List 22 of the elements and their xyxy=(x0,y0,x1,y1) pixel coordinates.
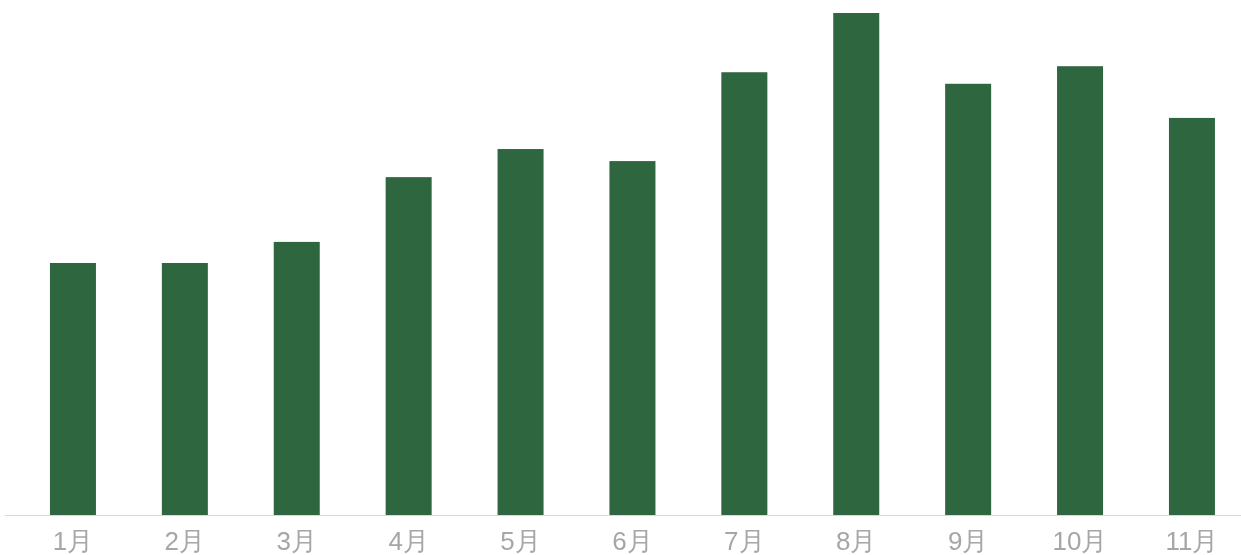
x-tick-label: 5月 xyxy=(500,526,541,555)
bar xyxy=(945,83,992,515)
bar xyxy=(833,13,880,515)
bar xyxy=(161,263,208,515)
x-tick-label: 9月 xyxy=(947,526,989,555)
x-tick-label: 4月 xyxy=(388,526,429,555)
bar xyxy=(609,161,656,515)
x-tick-label: 1月 xyxy=(52,526,94,555)
bar xyxy=(721,72,768,515)
bar xyxy=(1168,117,1215,515)
bar xyxy=(273,241,320,515)
bar xyxy=(1057,66,1104,515)
bar xyxy=(385,177,432,515)
bar xyxy=(497,149,544,515)
x-tick-label: 8月 xyxy=(836,526,877,555)
bar xyxy=(49,263,96,515)
x-tick-label: 10月 xyxy=(1052,526,1108,555)
x-tick-label: 11月 xyxy=(1165,526,1219,555)
x-tick-label: 3月 xyxy=(276,526,317,555)
x-tick-label: 7月 xyxy=(724,526,765,555)
x-tick-label: 2月 xyxy=(164,526,206,555)
x-tick-label: 6月 xyxy=(612,526,653,555)
